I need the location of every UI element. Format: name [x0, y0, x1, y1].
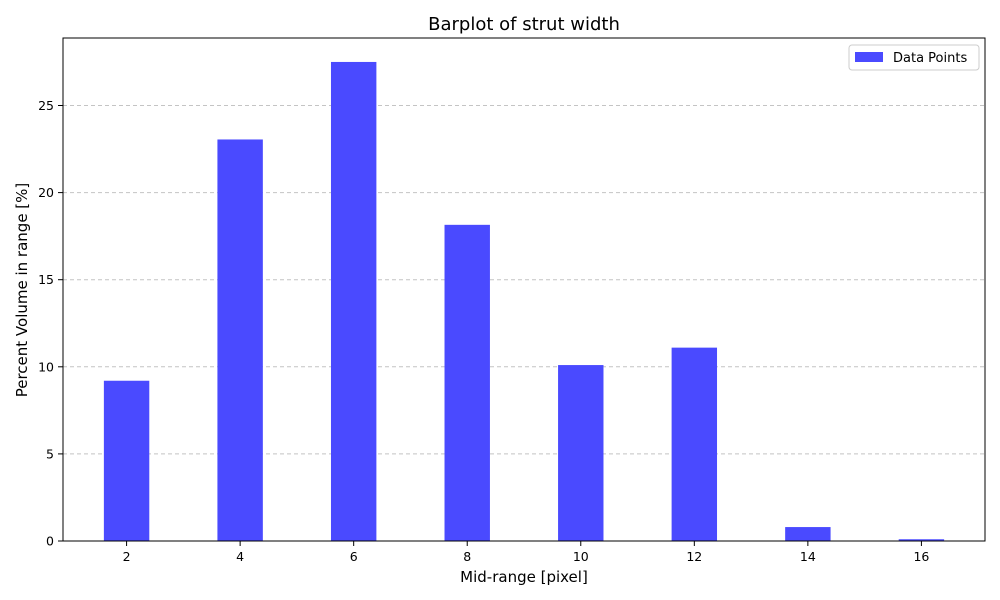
chart-title: Barplot of strut width — [428, 14, 620, 35]
x-tick-label: 10 — [573, 549, 589, 564]
bar-4 — [217, 139, 263, 541]
x-axis-label: Mid-range [pixel] — [460, 568, 588, 586]
plot-area-frame — [62, 37, 986, 542]
bar-8 — [444, 224, 490, 542]
y-tick-label: 5 — [46, 446, 54, 461]
y-tick-label: 0 — [46, 534, 54, 549]
bar-10 — [558, 365, 604, 541]
x-tick-label: 4 — [236, 549, 244, 564]
x-tick-label: 2 — [123, 549, 131, 564]
x-tick-label: 6 — [350, 549, 358, 564]
y-tick-label: 15 — [38, 272, 54, 287]
bar-2 — [103, 380, 150, 541]
legend-box — [848, 44, 980, 71]
legend: Data Points — [848, 44, 980, 71]
y-tick-label: 25 — [38, 98, 54, 113]
legend-label: Data Points — [893, 51, 967, 66]
legend-swatch — [855, 52, 883, 62]
y-axis-ticks: 0 5 10 15 20 25 — [38, 98, 63, 549]
bar-12 — [671, 347, 718, 541]
y-axis-label: Percent Volume in range [%] — [13, 183, 31, 398]
x-tick-label: 14 — [800, 549, 816, 564]
bar-6 — [330, 61, 377, 541]
y-tick-label: 10 — [38, 359, 54, 374]
x-axis-ticks: 2 4 6 8 10 12 14 16 — [123, 541, 929, 564]
bar-14 — [785, 527, 831, 541]
bar-16 — [898, 539, 945, 541]
x-tick-label: 8 — [463, 549, 471, 564]
x-tick-label: 16 — [913, 549, 929, 564]
bars — [103, 61, 945, 542]
x-tick-label: 12 — [686, 549, 702, 564]
y-tick-label: 20 — [38, 185, 54, 200]
